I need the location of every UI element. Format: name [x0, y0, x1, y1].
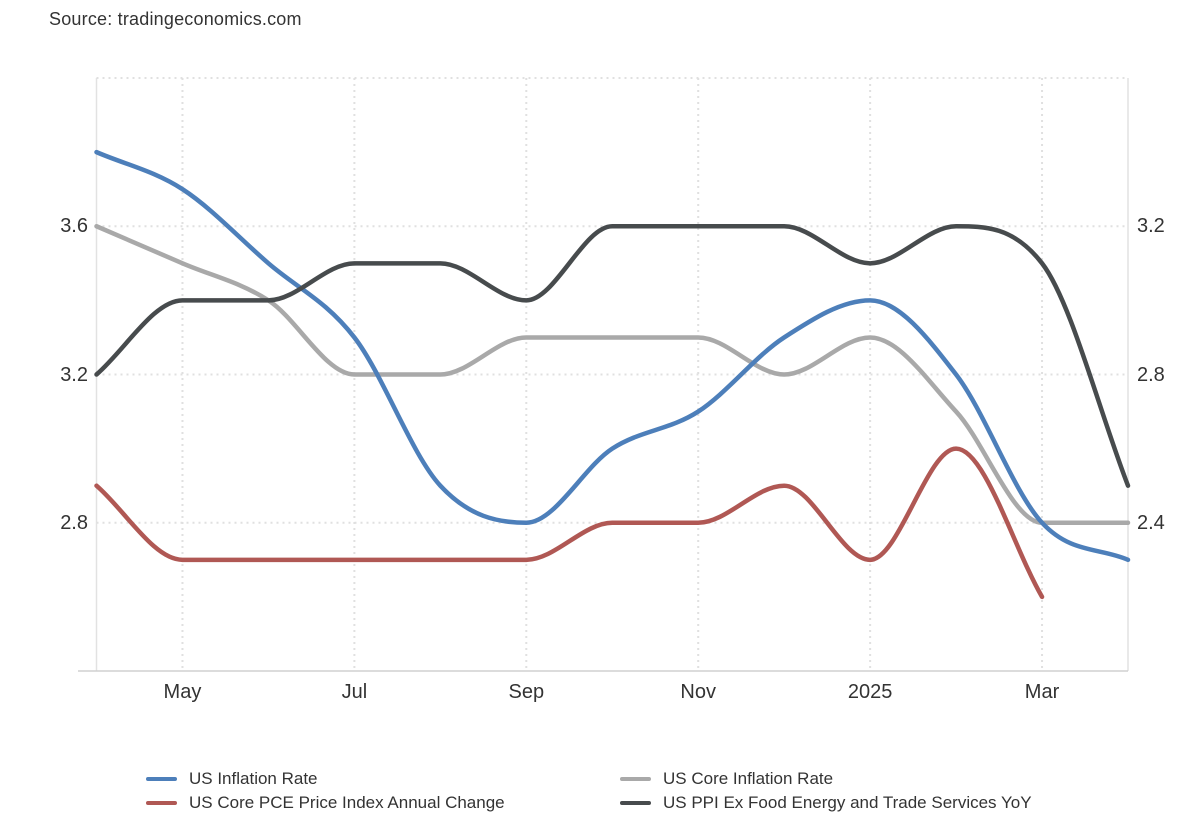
legend-label: US Core Inflation Rate: [663, 769, 834, 788]
x-axis-tick-label: Jul: [341, 681, 368, 703]
legend-item-us-core-inflation-rate[interactable]: US Core Inflation Rate: [620, 769, 1032, 788]
legend-swatch: [146, 800, 177, 805]
series-line-us-core-inflation-rate: [94, 224, 1131, 526]
y-axis-tick-label-left: 3.6: [60, 215, 88, 238]
x-axis-tick-label: Mar: [1024, 681, 1060, 703]
x-axis-tick-label: Sep: [508, 681, 545, 703]
legend-swatch: [146, 776, 177, 781]
legend-swatch: [620, 800, 651, 805]
legend-item-us-inflation-rate[interactable]: US Inflation Rate: [146, 769, 620, 788]
legend-label: US Core PCE Price Index Annual Change: [189, 793, 505, 812]
legend-item-us-core-pce-price-index-annual-change[interactable]: US Core PCE Price Index Annual Change: [146, 793, 620, 812]
y-axis-tick-label-left: 2.8: [60, 511, 88, 534]
x-axis-tick-label: May: [163, 681, 202, 703]
legend-label: US PPI Ex Food Energy and Trade Services…: [663, 793, 1032, 812]
series-line-us-inflation-rate: [94, 149, 1131, 563]
series-line-us-core-pce-price-index-annual-change: [94, 446, 1045, 600]
x-axis-tick-label: 2025: [847, 681, 893, 703]
y-axis-tick-label-right: 2.4: [1137, 511, 1165, 534]
legend-item-us-ppi-ex-food-energy-and-trade-services-yoy[interactable]: US PPI Ex Food Energy and Trade Services…: [620, 793, 1032, 812]
source-label: Source: tradingeconomics.com: [49, 9, 302, 29]
legend-label: US Inflation Rate: [189, 769, 318, 788]
legend-swatch: [620, 776, 651, 781]
y-axis-tick-label-right: 3.2: [1137, 215, 1165, 238]
y-axis-tick-label-left: 3.2: [60, 363, 88, 386]
legend: US Inflation Rate US Core Inflation Rate U…: [146, 769, 1032, 812]
y-axis-tick-label-right: 2.8: [1137, 363, 1165, 386]
x-axis-tick-label: Nov: [680, 681, 716, 703]
series-line-us-ppi-ex-food-energy-and-trade-services-yoy: [94, 223, 1131, 488]
